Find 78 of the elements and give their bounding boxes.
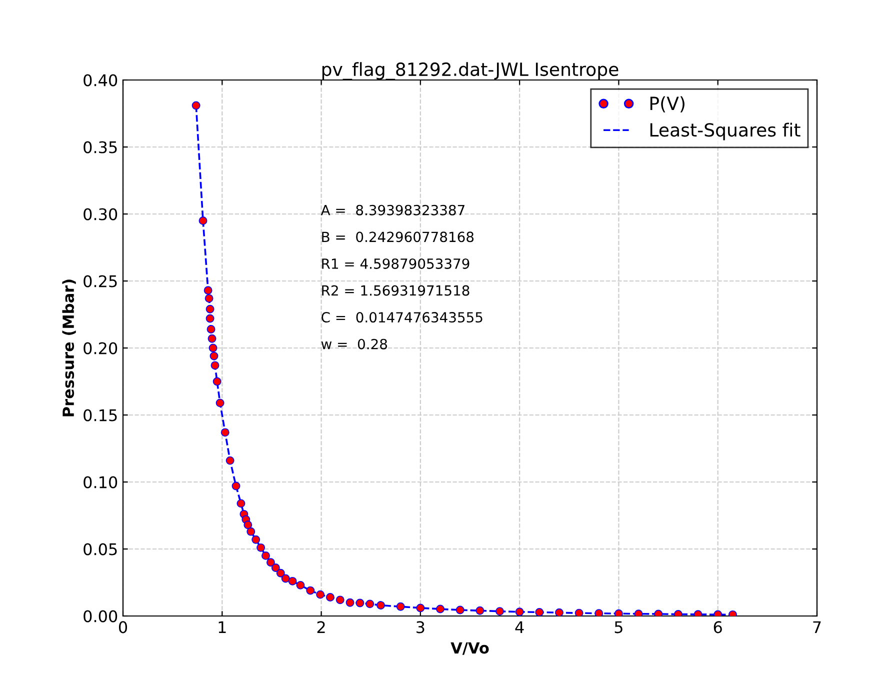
point (376, 601, 385, 610)
point (496, 607, 504, 616)
x-tick-label: 0 (118, 621, 128, 634)
x-tick-label: 3 (416, 621, 424, 634)
annotation: C = 0.0147476343555 (322, 312, 482, 323)
point (535, 608, 544, 616)
annotation: R1 = 4.59879053379 (322, 258, 470, 269)
point (192, 101, 200, 110)
point (366, 600, 374, 608)
annotation: R2 = 1.56931971518 (322, 285, 470, 296)
point (216, 398, 224, 408)
point (212, 377, 222, 386)
point (208, 334, 216, 343)
annotation: w = 0.28 (321, 338, 388, 350)
point (614, 609, 623, 616)
x-axis-title: V/Vo (450, 642, 489, 655)
y-tick-label: 0.15 (84, 409, 117, 422)
x-tick-label: 4 (515, 621, 524, 633)
annotation: B = 0.242960778168 (322, 232, 474, 242)
point (244, 520, 252, 530)
y-tick-label: 0.30 (84, 208, 118, 220)
point (416, 604, 425, 612)
point (356, 598, 364, 608)
point (276, 568, 285, 578)
y-axis-title: Pressure (Mbar) (62, 280, 76, 416)
point (436, 604, 444, 614)
point (266, 558, 275, 567)
point (210, 361, 220, 370)
point (306, 586, 315, 595)
x-tick-label: 7 (813, 621, 821, 633)
point (232, 482, 240, 490)
point (288, 576, 297, 586)
point (246, 527, 256, 536)
point (555, 608, 564, 616)
x-tick-label: 1 (218, 621, 226, 633)
point (220, 428, 230, 437)
point (574, 608, 584, 616)
point (210, 352, 218, 360)
point (206, 325, 216, 334)
point (654, 610, 663, 616)
point (206, 304, 214, 314)
point (252, 535, 260, 544)
point (296, 580, 305, 590)
point (316, 590, 325, 599)
y-tick-label: 0.25 (84, 275, 117, 288)
y-tick-label: 0.05 (84, 543, 117, 556)
point (594, 609, 604, 616)
point (206, 314, 214, 323)
point (204, 294, 214, 303)
x-tick-label: 5 (614, 621, 622, 634)
point (271, 564, 280, 572)
point (281, 574, 290, 583)
y-tick-label: 0.10 (84, 476, 118, 488)
point (456, 606, 464, 614)
point (204, 286, 212, 295)
chart-title: pv_flag_81292.dat-JWL Isentrope (322, 62, 618, 80)
y-tick-label: 0.20 (84, 342, 118, 354)
point (208, 344, 218, 352)
point (346, 598, 354, 607)
point (515, 608, 524, 616)
point (634, 610, 643, 616)
y-tick-label: 0.00 (84, 610, 118, 622)
point (476, 606, 484, 615)
annotation: A = 8.39398323387 (320, 204, 464, 216)
y-tick-label: 0.40 (84, 74, 118, 86)
point (256, 543, 266, 552)
point (336, 596, 344, 604)
x-tick-label: 2 (317, 621, 325, 633)
point (236, 499, 246, 508)
point (198, 216, 208, 225)
x-tick-label: 6 (714, 621, 722, 634)
y-tick-label: 0.35 (84, 141, 117, 154)
point (262, 551, 270, 560)
point (226, 456, 234, 465)
point (326, 593, 334, 602)
legend-label: P(V) (650, 96, 684, 112)
point (396, 602, 405, 611)
legend-label: Least-Squares fit (650, 122, 800, 140)
